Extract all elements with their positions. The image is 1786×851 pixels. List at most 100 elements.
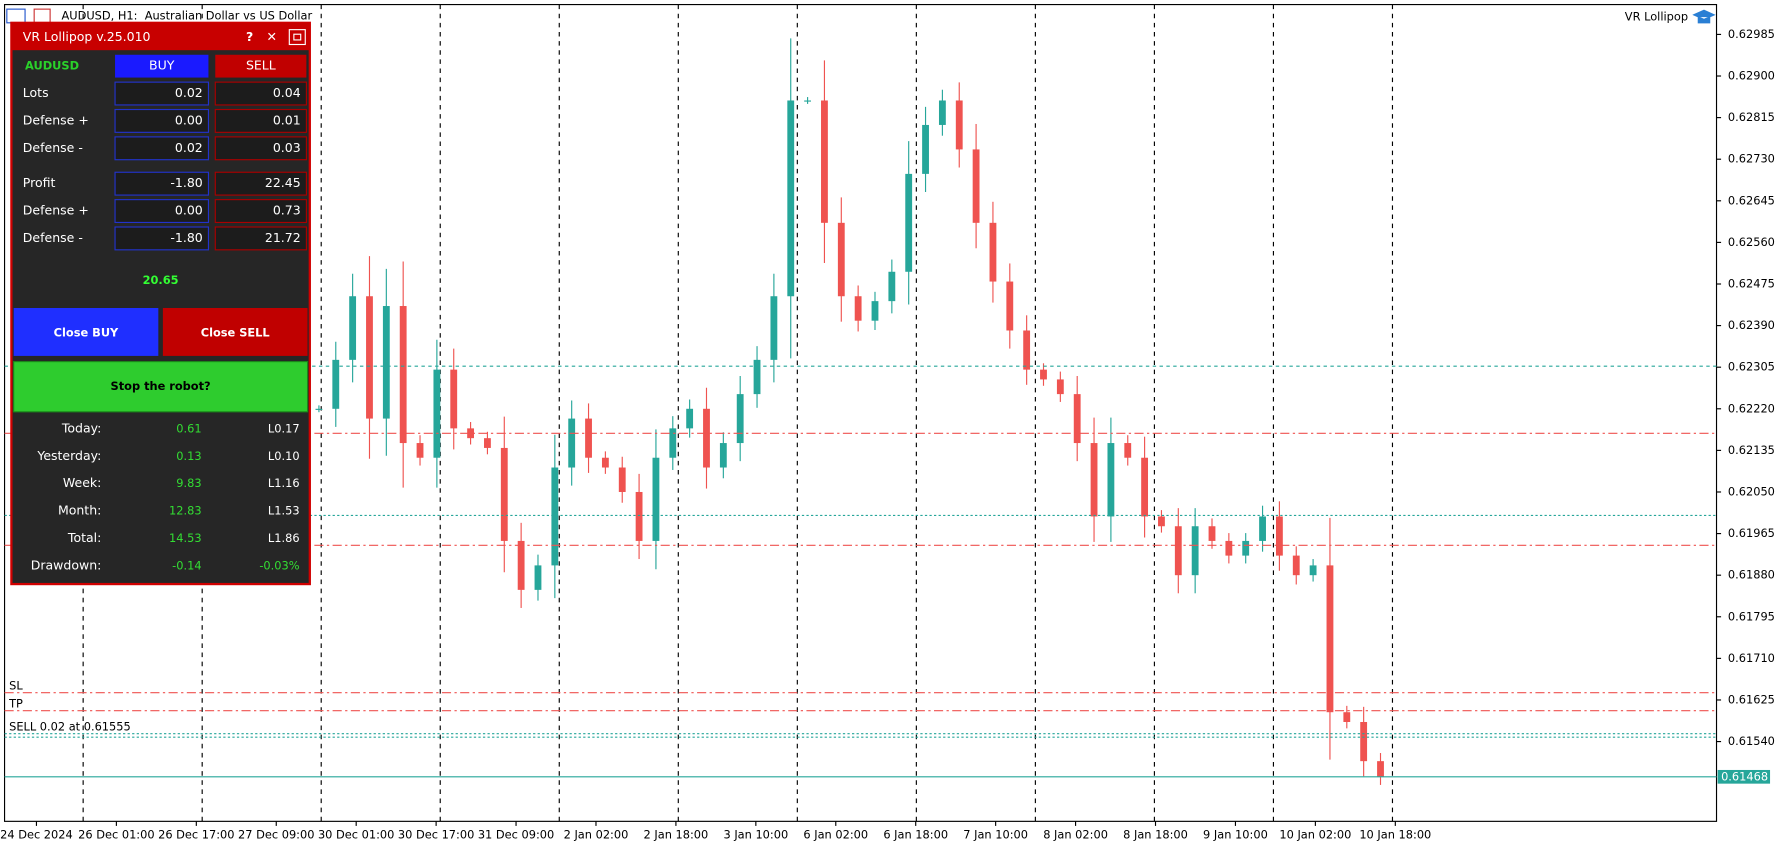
x-tick-label: 9 Jan 10:00 (1203, 828, 1268, 842)
buy-field (114, 226, 210, 251)
candle (787, 100, 795, 297)
sell-button[interactable] (215, 54, 307, 78)
candle (1158, 516, 1165, 527)
sell-value: 0.03 (273, 140, 301, 155)
candle (1073, 394, 1081, 444)
row-label: Defense + (23, 203, 89, 218)
axes: 0.62985 0.62900 0.62815 0.62730 0.62645 0.625… (0, 27, 1775, 842)
candle (1124, 443, 1132, 458)
current-price-label: 0.61468 (1721, 769, 1768, 783)
row-label: Defense + (23, 112, 89, 127)
candle (1360, 721, 1368, 762)
candle (467, 428, 474, 439)
settings-button[interactable]: ✕ (267, 29, 277, 44)
stat-level: -0.03% (259, 558, 299, 572)
candle (332, 359, 340, 409)
expert-name: VR Lollipop (1625, 10, 1688, 24)
icon[interactable] (33, 8, 51, 24)
candle (837, 222, 845, 297)
candle (618, 467, 626, 492)
candle (517, 540, 525, 590)
candle (1225, 540, 1233, 556)
expert-icon (1692, 9, 1716, 24)
y-tick-label: 0.62305 (1728, 360, 1775, 374)
row-label: Profit (23, 175, 56, 190)
buy-field (114, 136, 210, 161)
current-price-badge (1717, 769, 1771, 784)
candle (719, 443, 727, 468)
candle (382, 306, 390, 419)
stat-label: Drawdown: (31, 557, 102, 572)
close-buy-button[interactable] (13, 308, 159, 356)
level-label: SL (9, 678, 23, 692)
y-tick-label: 0.62900 (1728, 69, 1775, 83)
candle (500, 447, 508, 541)
candle (601, 457, 609, 468)
x-tick-label: 2 Jan 18:00 (644, 828, 709, 842)
candle (1326, 565, 1334, 713)
candle (1191, 526, 1199, 576)
candle (686, 408, 694, 429)
close-sell-button[interactable] (162, 308, 308, 356)
candle (1090, 443, 1098, 517)
candle (1259, 516, 1266, 541)
buy-field (114, 108, 210, 133)
candle (669, 428, 677, 458)
buy-value: 0.00 (175, 112, 203, 127)
row-label: Lots (23, 85, 49, 100)
buy-value: -1.80 (170, 230, 202, 245)
candle (989, 222, 997, 282)
candle (416, 443, 424, 458)
stat-label: Week: (63, 475, 101, 490)
candle (972, 149, 980, 223)
stats: Today: 0.61 L0.17 Yesterday: 0.13 L0.10 Week: 9… (31, 420, 300, 572)
sell-field (214, 171, 307, 196)
candle (349, 296, 357, 360)
panel-titlebar (11, 22, 310, 51)
icon[interactable] (6, 8, 26, 24)
panel-title: VR Lollipop v.25.010 (23, 29, 151, 44)
candle (703, 408, 710, 468)
candles (315, 38, 1384, 785)
y-tick-label: 0.61540 (1728, 734, 1775, 748)
y-tick-label: 0.61965 (1728, 526, 1775, 540)
candle (450, 369, 458, 429)
help-button[interactable]: ? (246, 29, 253, 44)
row-label: Defense - (23, 140, 83, 155)
y-tick-label: 0.61625 (1728, 692, 1775, 706)
x-tick-label: 8 Jan 02:00 (1043, 828, 1108, 842)
sell-label: SELL (246, 58, 276, 73)
candle (888, 271, 896, 302)
levels: SL TP SELL 0.02 at 0.61555 0.61468 (4, 365, 1771, 784)
candle (315, 408, 323, 410)
y-tick-label: 0.62560 (1728, 235, 1775, 249)
stat-level: L1.53 (268, 504, 300, 518)
candle (753, 359, 761, 395)
x-tick-label: 3 Jan 10:00 (723, 828, 788, 842)
rows: Lots 0.02 0.04 Defense + 0.00 0.01 Defense - 0.… (23, 81, 307, 251)
sell-value: 22.45 (265, 175, 301, 190)
stat-value: 0.13 (176, 449, 201, 463)
stat-label: Today: (61, 420, 101, 435)
candle (534, 565, 542, 590)
level-label: TP (8, 696, 23, 710)
stat-value: 0.61 (176, 421, 201, 435)
x-tick-label: 30 Dec 01:00 (318, 828, 394, 842)
candle (1056, 379, 1064, 395)
panel-bg (10, 21, 311, 586)
minimize-button[interactable] (288, 29, 306, 46)
header: AUDUSD, H1: Australian Dollar vs US Doll… (6, 8, 1716, 24)
stat-level: L1.16 (268, 476, 300, 490)
buy-button[interactable] (115, 54, 209, 78)
panel: VR Lollipop v.25.010 ? ✕ AUDUSD BUY SELL… (10, 21, 311, 586)
candle (585, 418, 592, 458)
y-tick-label: 0.62135 (1728, 443, 1775, 457)
sell-field (214, 226, 307, 251)
buy-value: 0.00 (175, 203, 203, 218)
buy-field (114, 199, 210, 224)
sell-field (214, 81, 307, 106)
x-tick-label: 26 Dec 17:00 (158, 828, 234, 842)
candle (1107, 443, 1115, 517)
stop-button[interactable] (13, 361, 309, 413)
y-tick-label: 0.62220 (1728, 401, 1775, 415)
